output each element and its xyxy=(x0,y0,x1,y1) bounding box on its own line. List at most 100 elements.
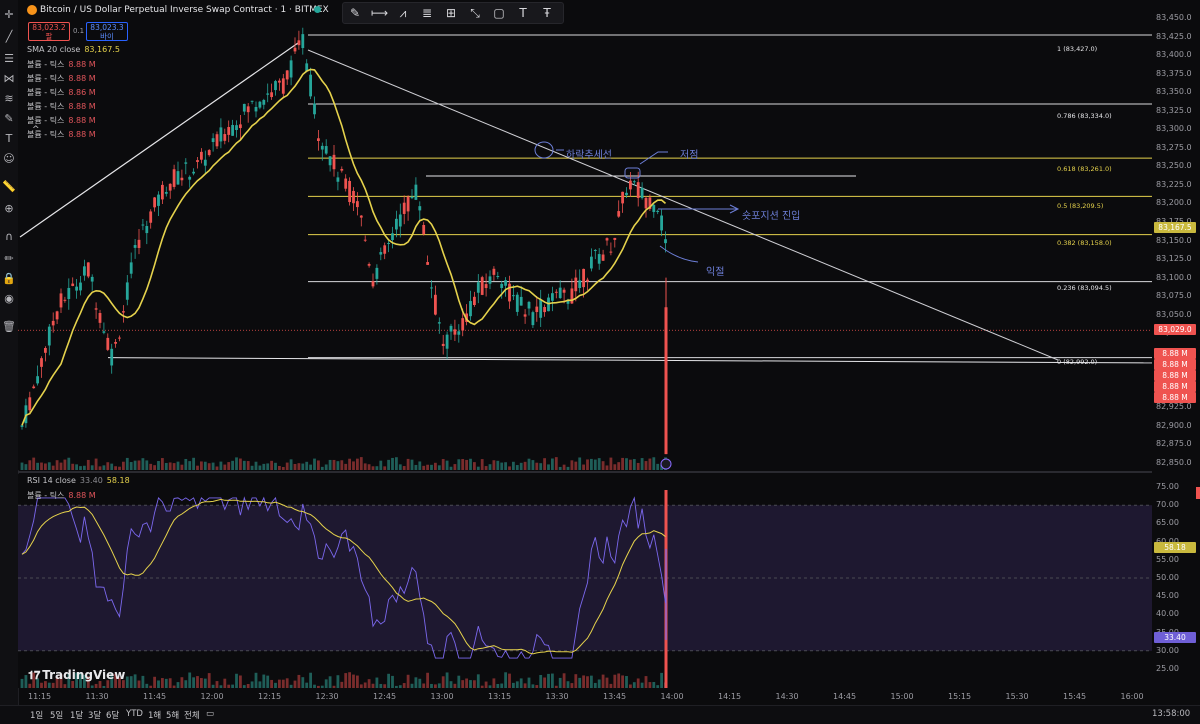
volume-legend-6[interactable]: 볼륨 - 틱스 8.88 M xyxy=(27,129,96,140)
rsi-volume-bar xyxy=(566,681,570,688)
rsi-volume-bar xyxy=(519,678,523,688)
range-5d[interactable]: 5일 xyxy=(50,711,64,721)
symbol-title[interactable]: Bitcoin / US Dollar Perpetual Inverse Sw… xyxy=(40,5,329,15)
clock[interactable]: 13:58:00 xyxy=(1152,709,1191,719)
fib-label-0618: 0.618 (83,261.0) xyxy=(1057,165,1112,173)
pen-icon[interactable]: ✎ xyxy=(349,6,361,20)
rsi-volume-bar xyxy=(652,682,656,688)
rsi-volume-bar xyxy=(465,678,468,688)
trend-line-icon[interactable]: ╱ xyxy=(5,30,13,43)
price-tick: 82,925.0 xyxy=(1156,402,1192,412)
rsi-volume-bar xyxy=(402,683,406,688)
rsi-volume-bar xyxy=(153,676,156,688)
volume-bar xyxy=(246,461,250,470)
text-tool-icon[interactable]: T xyxy=(5,132,13,145)
rsi-volume-bar xyxy=(375,677,379,688)
fib-retracement-icon[interactable]: ≣ xyxy=(421,6,433,20)
volume-bar xyxy=(371,466,375,470)
buy-label: 바이 xyxy=(100,32,114,41)
volume-bar xyxy=(597,458,601,470)
emoji-icon[interactable]: ☺ xyxy=(3,152,15,165)
candle xyxy=(59,293,63,308)
volume-bar xyxy=(40,462,43,470)
volume-bar xyxy=(496,460,500,470)
rectangle-icon[interactable]: ▢ xyxy=(493,6,505,20)
rsi-tick: 55.00 xyxy=(1156,554,1179,564)
range-3m[interactable]: 3달 xyxy=(88,711,102,721)
candle xyxy=(32,386,36,389)
brush-icon[interactable]: ✎ xyxy=(4,112,14,125)
range-5y[interactable]: 5해 xyxy=(166,711,180,721)
volume-bar xyxy=(582,464,585,470)
volume-legend-1[interactable]: 볼륨 - 틱스 8.88 M xyxy=(27,59,96,70)
rsi-volume-bar xyxy=(262,674,266,688)
candle xyxy=(114,341,117,344)
collapse-legend-icon[interactable]: ^ xyxy=(32,125,40,135)
price-tick: 83,075.0 xyxy=(1156,291,1192,301)
rsi-volume-bar xyxy=(200,678,203,688)
ruler-measure-icon[interactable]: ⤡ xyxy=(470,6,480,20)
price-tick: 83,200.0 xyxy=(1156,198,1192,208)
magnet-icon[interactable]: ∩ xyxy=(4,230,14,243)
price-tick: 83,450.0 xyxy=(1156,13,1192,22)
rsi-volume-bar xyxy=(508,673,511,688)
range-1y[interactable]: 1해 xyxy=(148,711,162,721)
lock-icon[interactable]: 🔒 xyxy=(2,272,16,285)
rsi-volume-bar xyxy=(336,675,340,688)
time-axis[interactable]: 11:15 11:30 11:45 12:00 12:15 12:30 12:45 13:00… xyxy=(18,688,1152,705)
rsi-volume-legend[interactable]: 볼륨 - 틱스 8.88 M xyxy=(27,490,96,501)
pattern-zigzag-icon[interactable]: ⩘ xyxy=(399,6,407,20)
volume-legend-3[interactable]: 볼륨 - 틱스 8.86 M xyxy=(27,87,96,98)
chart-canvas[interactable] xyxy=(18,0,1152,688)
rsi-legend[interactable]: RSI 14 close 33.40 58.18 xyxy=(27,476,130,485)
rsi-volume-bar xyxy=(426,672,429,688)
rsi-volume-bar xyxy=(383,684,387,688)
volume-legend-2[interactable]: 볼륨 - 틱스 8.88 M xyxy=(27,73,96,84)
candle xyxy=(660,215,663,231)
range-ytd[interactable]: YTD xyxy=(126,709,143,719)
ruler-icon[interactable]: 📏 xyxy=(2,180,16,193)
sma-legend[interactable]: SMA 20 close 83,167.5 xyxy=(27,45,120,54)
candle xyxy=(562,289,566,293)
range-all[interactable]: 전체 xyxy=(184,711,200,721)
fib-icon[interactable]: ≋ xyxy=(4,92,14,105)
long-position-icon[interactable]: ⊞ xyxy=(445,6,457,20)
buy-button[interactable]: 83,023.3 바이 xyxy=(86,22,128,41)
flash-icon xyxy=(660,458,672,470)
volume-legend-4[interactable]: 볼륨 - 틱스 8.88 M xyxy=(27,101,96,112)
horizontal-lines-icon[interactable]: ☰ xyxy=(4,52,14,65)
crosshair-icon[interactable]: ✛ xyxy=(4,8,14,21)
stay-drawing-icon[interactable]: ✏ xyxy=(4,252,14,265)
price-axis[interactable]: 83,450.0 83,425.0 83,400.0 83,375.0 83,350.0… xyxy=(1152,0,1200,705)
rsi-volume-bar xyxy=(106,680,110,688)
zoom-icon[interactable]: ⊕ xyxy=(4,202,14,215)
range-1d[interactable]: 1일 xyxy=(30,711,44,721)
range-6m[interactable]: 6달 xyxy=(106,711,120,721)
trash-icon[interactable]: 🗑 xyxy=(2,320,16,333)
volume-legend-5[interactable]: 볼륨 - 틱스 8.88 M xyxy=(27,115,96,126)
candle xyxy=(632,181,636,183)
volume-bar xyxy=(164,462,168,470)
candle xyxy=(383,245,387,254)
anchored-text-icon[interactable]: Ŧ xyxy=(543,6,551,20)
rsi-volume-bar xyxy=(289,684,293,688)
candle xyxy=(20,425,24,427)
volume-bar xyxy=(414,464,418,470)
date-range-icon[interactable]: ▭ xyxy=(206,709,215,719)
horizontal-ray-icon[interactable]: ⟼ xyxy=(371,6,389,20)
rsi-volume-bar xyxy=(395,685,398,688)
rsi-volume-bar xyxy=(231,684,234,688)
rsi-volume-bar xyxy=(207,673,211,688)
range-1m[interactable]: 1달 xyxy=(70,711,84,721)
candle xyxy=(106,337,110,350)
rsi-volume-bar xyxy=(90,685,94,688)
sell-button[interactable]: 83,023.2 팔 xyxy=(28,22,70,41)
candle xyxy=(309,74,312,97)
candle xyxy=(515,294,519,312)
rsi-volume-bar xyxy=(488,685,492,688)
pattern-icon[interactable]: ⋈ xyxy=(3,72,15,85)
eye-icon[interactable]: ◉ xyxy=(4,292,14,305)
candle xyxy=(180,177,184,181)
text-icon[interactable]: T xyxy=(519,6,527,20)
candle xyxy=(535,306,539,313)
